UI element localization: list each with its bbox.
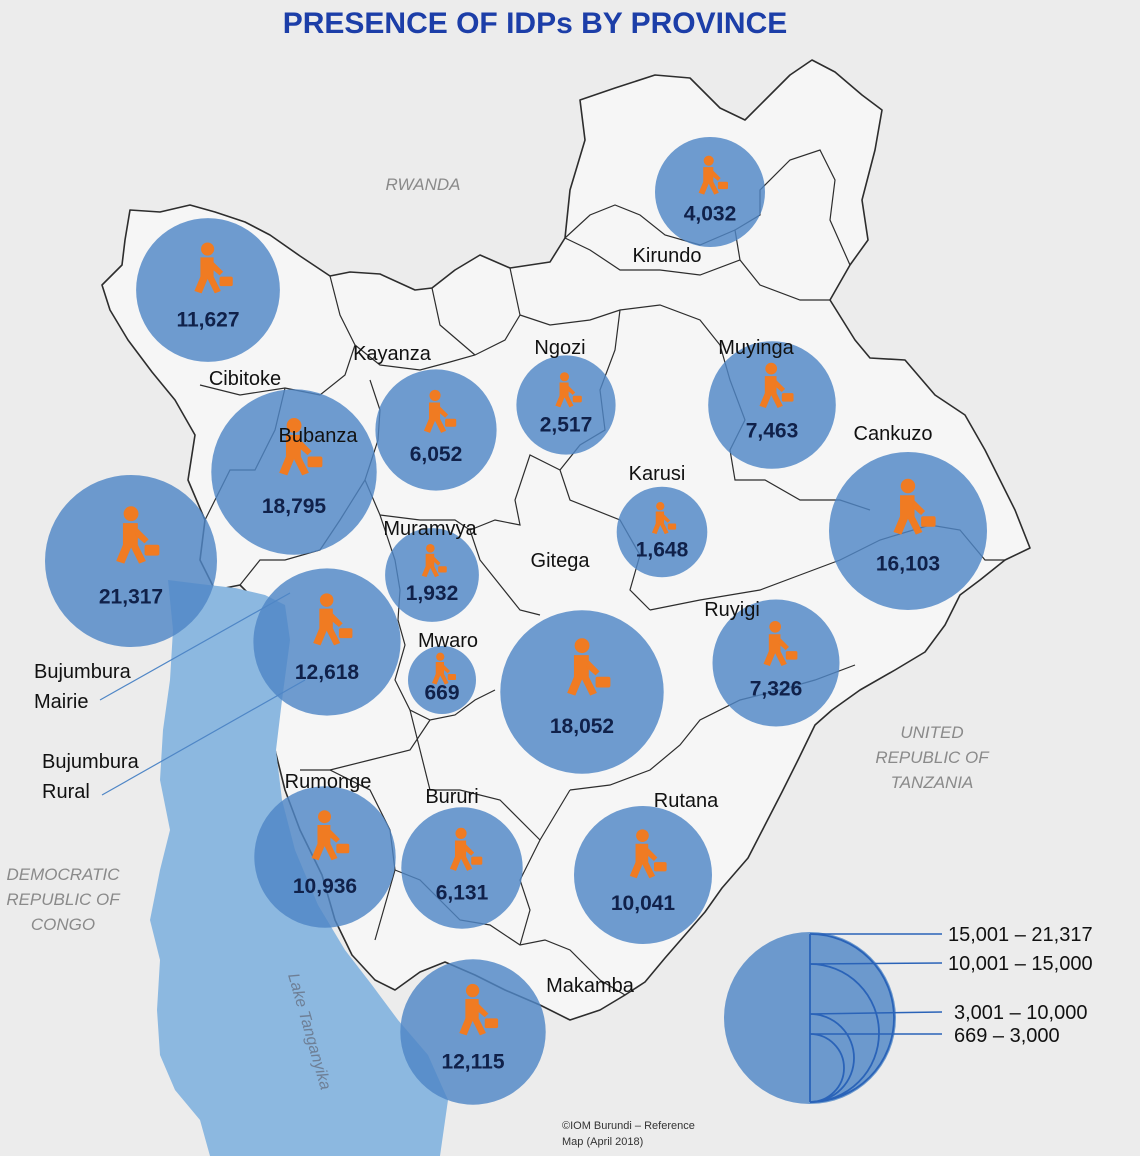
province-label-bujumbura-rural-2: Rural: [42, 781, 90, 803]
province-label-kayanza: Kayanza: [353, 343, 432, 365]
bubble-kayanza: [375, 369, 497, 491]
province-labels: Kirundo Kayanza Ngozi Muyinga Cibitoke B…: [34, 245, 932, 997]
province-label-bujumbura-mairie-2: Mairie: [34, 691, 88, 713]
value-label-karusi: 1,648: [636, 538, 689, 561]
bubble-bubanza: [211, 389, 377, 555]
label-drc-2: REPUBLIC OF: [6, 890, 121, 909]
value-label-mwaro: 669: [424, 681, 459, 704]
bubble-cankuzo: [829, 452, 987, 610]
province-label-mwaro: Mwaro: [418, 630, 478, 652]
credit-line-2: Map (April 2018): [562, 1136, 643, 1148]
bubble-makamba: [400, 959, 546, 1105]
bubble-ruyigi: [712, 599, 840, 727]
value-label-makamba: 12,115: [441, 1051, 504, 1074]
idp-bubbles: 11,627 4,032 6,052 2,517 7,463 18,795 16,103 1,…: [45, 137, 987, 1105]
province-label-cibitoke: Cibitoke: [209, 368, 281, 390]
label-rwanda: RWANDA: [386, 175, 461, 194]
value-label-ngozi: 2,517: [540, 413, 593, 436]
province-label-bujumbura-rural-1: Bujumbura: [42, 751, 140, 773]
legend-label-3: 3,001 – 10,000: [954, 1002, 1087, 1024]
province-label-ruyigi: Ruyigi: [704, 599, 760, 621]
legend-label-1: 15,001 – 21,317: [948, 924, 1093, 946]
province-label-muyinga: Muyinga: [718, 337, 794, 359]
bubble-muramvya: [385, 528, 479, 622]
value-label-bujumbura-mairie: 21,317: [99, 586, 163, 609]
province-label-makamba: Makamba: [546, 975, 635, 997]
bubble-muyinga: [708, 341, 836, 469]
credit-line-1: ©IOM Burundi – Reference: [562, 1120, 695, 1132]
bubble-gitega: [500, 610, 664, 774]
legend: 15,001 – 21,317 10,001 – 15,000 3,001 – …: [724, 924, 1093, 1104]
label-tanzania-1: UNITED: [900, 723, 963, 742]
leader-line-rural: [101, 679, 306, 796]
label-tanzania-2: REPUBLIC OF: [875, 748, 990, 767]
legend-label-4: 669 – 3,000: [954, 1025, 1060, 1047]
bubble-rumonge: [254, 786, 396, 928]
bubble-ngozi: [516, 355, 616, 455]
value-label-ruyigi: 7,326: [750, 678, 803, 701]
province-label-cankuzo: Cankuzo: [854, 423, 933, 445]
bubble-bujumbura-mairie: [45, 475, 217, 647]
label-tanzania-3: TANZANIA: [891, 773, 974, 792]
province-label-bujumbura-mairie-1: Bujumbura: [34, 661, 132, 683]
label-drc-1: DEMOCRATIC: [6, 865, 120, 884]
label-drc-3: CONGO: [31, 915, 95, 934]
map-title: PRESENCE OF IDPs BY PROVINCE: [283, 7, 788, 40]
value-label-muyinga: 7,463: [746, 420, 799, 443]
value-label-kirundo: 4,032: [684, 203, 737, 226]
province-label-ngozi: Ngozi: [534, 337, 585, 359]
value-label-bururi: 6,131: [436, 881, 489, 904]
value-label-rumonge: 10,936: [293, 875, 357, 898]
province-label-gitega: Gitega: [531, 550, 591, 572]
leader-line-mairie: [99, 592, 291, 701]
bubble-rutana: [574, 806, 712, 944]
value-label-kayanza: 6,052: [410, 443, 463, 466]
bubble-bujumbura-rural: [253, 568, 401, 716]
value-label-cibitoke: 11,627: [176, 308, 239, 331]
value-label-rutana: 10,041: [611, 892, 676, 915]
value-label-gitega: 18,052: [550, 715, 614, 738]
bubble-bururi: [401, 807, 523, 929]
legend-label-2: 10,001 – 15,000: [948, 953, 1093, 975]
bubble-kirundo: [655, 137, 765, 247]
province-label-rumonge: Rumonge: [285, 771, 372, 793]
province-label-rutana: Rutana: [654, 790, 719, 812]
bubble-karusi: [616, 486, 708, 578]
province-label-muramvya: Muramvya: [383, 518, 477, 540]
province-label-karusi: Karusi: [629, 463, 686, 485]
province-label-kirundo: Kirundo: [633, 245, 702, 267]
value-label-muramvya: 1,932: [406, 582, 459, 605]
province-label-bururi: Bururi: [425, 786, 478, 808]
province-label-bubanza: Bubanza: [279, 425, 359, 447]
value-label-bujumbura-rural: 12,618: [295, 661, 360, 684]
value-label-cankuzo: 16,103: [876, 553, 940, 576]
bubble-cibitoke: [136, 218, 280, 362]
value-label-bubanza: 18,795: [262, 495, 327, 518]
bubble-mwaro: [408, 646, 476, 714]
